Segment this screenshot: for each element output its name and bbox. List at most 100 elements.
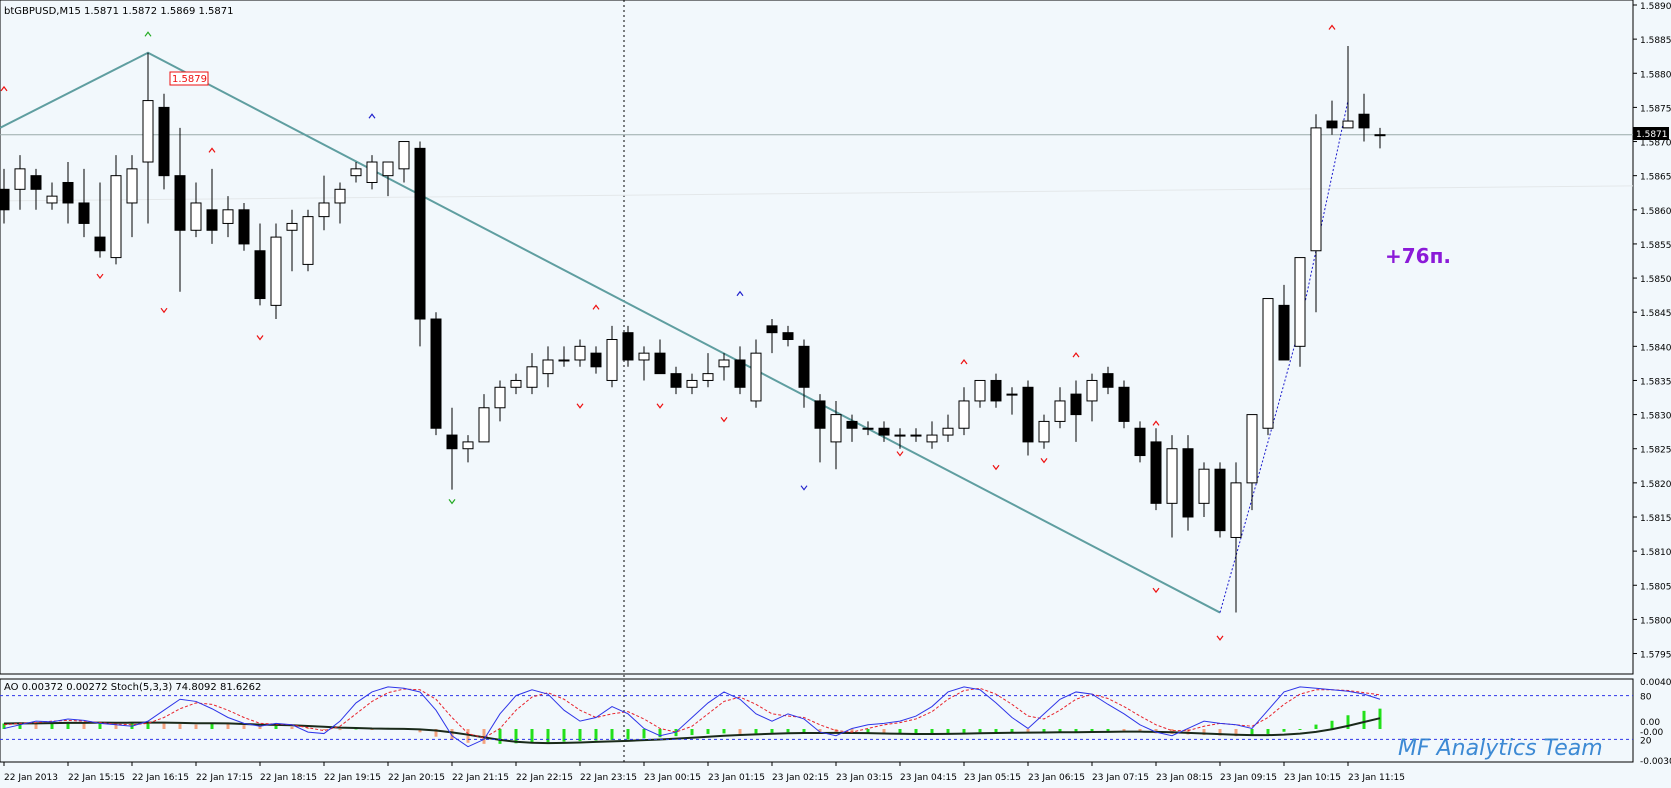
ao-bar bbox=[1234, 729, 1238, 737]
candle-body bbox=[30, 175, 42, 190]
price-axis: 1.5890 1.5885 1.5880 1.5875 1.5870 1.5865 1.58… bbox=[1633, 2, 1671, 661]
ao-bar bbox=[1218, 729, 1222, 736]
candle bbox=[590, 346, 602, 374]
candle bbox=[1006, 387, 1018, 415]
candle bbox=[398, 141, 410, 183]
candle-body bbox=[638, 352, 650, 361]
candle bbox=[974, 379, 986, 408]
price-tick-label: 1.5840 bbox=[1640, 343, 1671, 353]
candle bbox=[542, 346, 554, 388]
ao-bar bbox=[1202, 729, 1206, 736]
stoch-signal-line bbox=[3, 687, 1381, 739]
fractal-up-arrow bbox=[208, 147, 216, 153]
ao-bar bbox=[834, 729, 838, 734]
ao-bar bbox=[450, 729, 454, 740]
ao-bar bbox=[1314, 724, 1318, 729]
candle bbox=[142, 52, 154, 224]
candle-body bbox=[1262, 298, 1274, 429]
candle-body bbox=[990, 379, 1002, 402]
ao-bar bbox=[258, 726, 262, 729]
indicator-tick-label: 0.00405 bbox=[1640, 678, 1671, 688]
candle bbox=[222, 196, 234, 238]
price-tick-label: 1.5835 bbox=[1640, 377, 1671, 387]
candle bbox=[798, 339, 810, 408]
candle bbox=[366, 155, 378, 190]
candle bbox=[782, 325, 794, 347]
candle-body bbox=[446, 434, 458, 450]
candle bbox=[206, 168, 218, 244]
candle bbox=[926, 421, 938, 449]
candle bbox=[446, 407, 458, 490]
ao-bar bbox=[434, 729, 438, 737]
candle-body bbox=[910, 434, 922, 437]
price-tick-label: 1.5810 bbox=[1640, 548, 1671, 558]
time-tick-label: 23 Jan 04:15 bbox=[900, 773, 957, 783]
ao-bar bbox=[962, 729, 966, 733]
ao-bar bbox=[210, 723, 214, 729]
candle bbox=[750, 339, 762, 408]
fractal-up-arrow bbox=[1072, 352, 1080, 358]
ao-bar bbox=[1330, 720, 1334, 729]
indicator-title: AO 0.00372 0.00272 Stoch(5,3,3) 74.8092 … bbox=[4, 682, 261, 693]
candle-body bbox=[1230, 482, 1242, 538]
candle-body bbox=[94, 236, 106, 252]
price-tick-label: 1.5850 bbox=[1640, 275, 1671, 285]
candle bbox=[334, 182, 346, 224]
candle bbox=[1102, 366, 1114, 395]
candle-body bbox=[510, 379, 522, 388]
ao-bar bbox=[242, 725, 246, 729]
fractal-down-arrow bbox=[576, 403, 584, 409]
candle-body bbox=[750, 352, 762, 402]
price-tick-label: 1.5870 bbox=[1640, 139, 1671, 149]
candle bbox=[1326, 100, 1338, 135]
price-grid bbox=[0, 0, 1634, 763]
candle-body bbox=[606, 339, 618, 381]
fractal-down-arrow bbox=[896, 451, 904, 457]
fractal-down-arrow bbox=[160, 307, 168, 314]
candle bbox=[990, 373, 1002, 408]
candle bbox=[318, 175, 330, 231]
time-tick-label: 23 Jan 03:15 bbox=[836, 773, 893, 783]
fractal-down-arrow bbox=[1040, 458, 1048, 464]
ao-bar bbox=[178, 724, 182, 729]
price-tick-label: 1.5795 bbox=[1640, 651, 1671, 661]
ao-bar bbox=[930, 729, 934, 734]
time-tick-label: 23 Jan 02:15 bbox=[772, 773, 829, 783]
fractal-up-arrow bbox=[960, 358, 968, 365]
candle-body bbox=[1246, 414, 1258, 484]
candle bbox=[1150, 428, 1162, 511]
indicator-tick-label: 20 bbox=[1640, 736, 1652, 746]
ao-bar bbox=[770, 729, 774, 733]
candle bbox=[414, 141, 426, 347]
ao-bar bbox=[1138, 729, 1142, 733]
ao-bar bbox=[1090, 729, 1094, 732]
candle bbox=[110, 155, 122, 265]
ao-bar bbox=[290, 726, 294, 729]
candle-body bbox=[926, 434, 938, 443]
candle bbox=[478, 394, 490, 443]
candle-body bbox=[830, 414, 842, 443]
candle-body bbox=[478, 407, 490, 443]
candle bbox=[526, 353, 538, 395]
ao-bar bbox=[2, 723, 6, 729]
ao-bar bbox=[738, 729, 742, 734]
candle-body bbox=[302, 216, 314, 265]
candle bbox=[862, 421, 874, 436]
candle-body bbox=[1214, 468, 1226, 532]
ao-bar bbox=[322, 729, 326, 730]
ao-bar bbox=[1026, 729, 1030, 733]
candle-body bbox=[1022, 386, 1034, 443]
candle bbox=[510, 373, 522, 395]
candle bbox=[1262, 298, 1274, 436]
main-panel-frame bbox=[0, 0, 1634, 675]
price-tick-label: 1.5885 bbox=[1640, 36, 1671, 46]
candle bbox=[1198, 462, 1210, 517]
indicator-tick-label: 80 bbox=[1640, 693, 1652, 703]
candle bbox=[1054, 387, 1066, 429]
candle-body bbox=[686, 379, 698, 388]
candle bbox=[1214, 462, 1226, 538]
candle bbox=[1230, 462, 1242, 613]
candle-body bbox=[798, 345, 810, 388]
candle-body bbox=[782, 332, 794, 340]
